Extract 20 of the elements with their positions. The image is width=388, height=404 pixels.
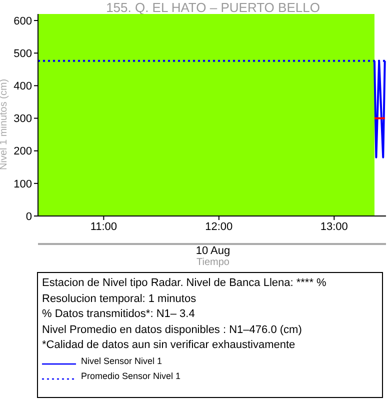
x-tick-label: 12:00 [205,220,233,233]
y-tick-label: 400 [14,80,32,93]
y-tick-label: 100 [14,178,32,190]
x-tick-label: 11:00 [90,220,118,233]
x-tick-label: 13:00 [320,220,348,233]
text: Resolucion temporal: 1 minutos [42,292,198,306]
legend-label: Promedio Sensor Nivel 1 [81,370,181,382]
text: % Datos transmitidos*: N1– 3.4 [42,307,196,322]
text: Estacion de Nivel tipo Radar. Nivel de Banca Llena: **** % [42,276,328,291]
text: *Calidad de datos aun sin verificar exhaustivamente [42,338,296,353]
x-axis-title: Tiempo [196,257,230,268]
y-tick-label: 200 [14,146,32,158]
y-tick-label: 300 [14,113,32,126]
y-tick-label: 0 [26,210,32,223]
y-tick-label: 500 [14,48,32,60]
legend-label: Nivel Sensor Nivel 1 [81,354,162,368]
text: 10 Aug [194,245,232,257]
y-tick-label: 600 [14,15,32,28]
text: Nivel Promedio en datos disponibles : N1–476.0 (cm) [42,322,303,338]
chart-title: 155. Q. EL HATO – PUERTO BELLO [105,0,321,15]
